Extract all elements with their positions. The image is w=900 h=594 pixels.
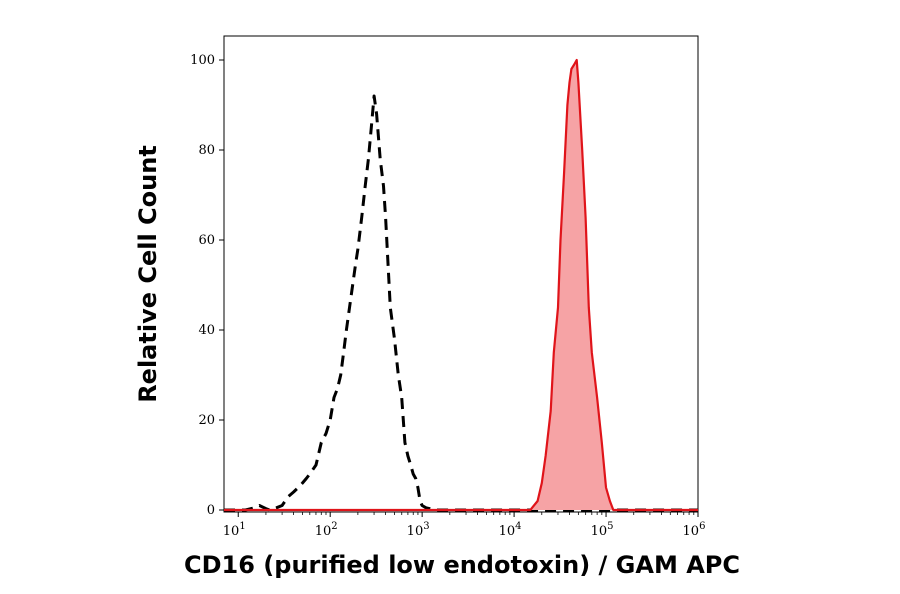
x-tick-label: 101 <box>223 521 246 539</box>
y-tick-label: 20 <box>198 413 215 428</box>
series-0-line <box>224 94 698 512</box>
y-tick-label: 40 <box>198 323 215 338</box>
x-tick-label: 106 <box>683 521 706 539</box>
y-tick-label: 60 <box>198 233 215 248</box>
series-layer <box>224 58 698 512</box>
y-tick-label: 0 <box>207 503 215 518</box>
x-tick-label: 105 <box>591 521 614 539</box>
plot-frame <box>223 35 699 513</box>
x-tick-label: 102 <box>315 521 338 539</box>
axis-layer: 0 20 40 60 80 100 101 102 103 104 105 106 <box>190 53 705 539</box>
y-tick-label: 100 <box>190 53 215 68</box>
series-1-line <box>224 58 698 512</box>
y-axis-title: Relative Cell Count <box>134 145 162 403</box>
y-tick-label: 80 <box>198 143 215 158</box>
x-axis-title: CD16 (purified low endotoxin) / GAM APC <box>184 551 740 579</box>
x-tick-label: 103 <box>407 521 430 539</box>
x-tick-label: 104 <box>499 521 522 539</box>
series-1-area <box>224 60 698 510</box>
